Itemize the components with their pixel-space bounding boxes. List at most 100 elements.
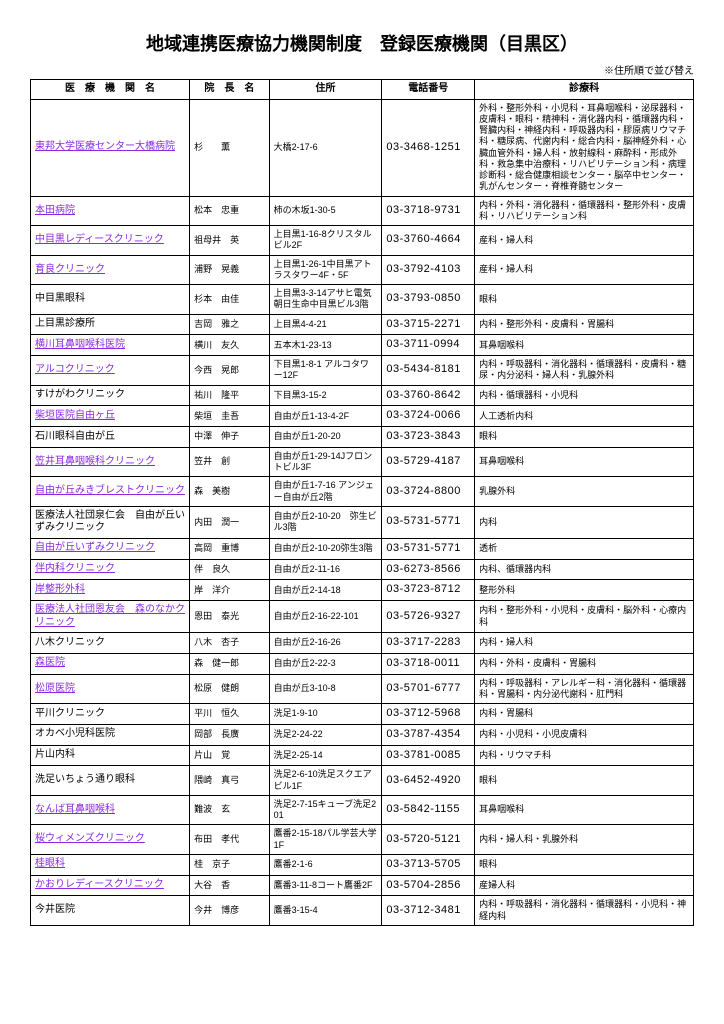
table-row: すけがわクリニック祐川 隆平下目黒3-15-203-3760-8642内科・循環…: [31, 385, 694, 406]
director-name: 祖母井 英: [190, 226, 270, 256]
facility-link[interactable]: 森医院: [35, 657, 65, 668]
facility-name[interactable]: 育良クリニック: [31, 255, 190, 285]
telephone: 03-3781-0085: [382, 745, 475, 766]
facility-link[interactable]: 桂眼科: [35, 858, 65, 869]
telephone: 03-5842-1155: [382, 795, 475, 825]
director-name: 布田 孝代: [190, 825, 270, 855]
address: 鷹番2-1-6: [269, 854, 382, 875]
facility-link[interactable]: かおりレディースクリニック: [35, 879, 164, 890]
facility-name[interactable]: 柴垣医院自由ヶ丘: [31, 406, 190, 427]
facility-link[interactable]: 岸整形外科: [35, 584, 85, 595]
departments: 内科・呼吸器科・消化器科・循環器科・皮膚科・糖尿・内分泌科・婦人科・乳腺外科: [475, 356, 694, 386]
table-row: 医療法人社団恩友会 森のなかクリニック恩田 泰光自由が丘2-16-22-1010…: [31, 601, 694, 633]
address: 自由が丘2-10-20 弥生ビル3階: [269, 506, 382, 538]
table-row: 桜ウィメンズクリニック布田 孝代鷹番2-15-18パル学芸大学1F03-5720…: [31, 825, 694, 855]
address: 自由が丘2-16-26: [269, 633, 382, 654]
address: 下目黒3-15-2: [269, 385, 382, 406]
facility-link[interactable]: 医療法人社団恩友会 森のなかクリニック: [35, 604, 185, 628]
director-name: 森 健一郎: [190, 653, 270, 674]
facility-name[interactable]: 森医院: [31, 653, 190, 674]
director-name: 吉岡 雅之: [190, 314, 270, 335]
telephone: 03-3760-4664: [382, 226, 475, 256]
facility-name[interactable]: 横川耳鼻咽喉科医院: [31, 335, 190, 356]
address: 鷹番3-15-4: [269, 896, 382, 926]
facility-link[interactable]: 本田病院: [35, 205, 75, 216]
facility-link[interactable]: 松原医院: [35, 683, 75, 694]
director-name: 恩田 泰光: [190, 601, 270, 633]
facility-name: 平川クリニック: [31, 704, 190, 725]
table-row: 伴内科クリニック伴 良久自由が丘2-11-1603-6273-8566内科、循環…: [31, 559, 694, 580]
address: 自由が丘1-20-20: [269, 427, 382, 448]
telephone: 03-6452-4920: [382, 766, 475, 796]
facility-link[interactable]: 自由が丘いずみクリニック: [35, 542, 155, 553]
departments: 外科・整形外科・小児科・耳鼻咽喉科・泌尿器科・皮膚科・眼科・精神科・消化器内科・…: [475, 99, 694, 196]
telephone: 03-3724-8800: [382, 477, 475, 507]
facility-name[interactable]: かおりレディースクリニック: [31, 875, 190, 896]
facility-name: 片山内科: [31, 745, 190, 766]
address: 上目黒1-16-8クリスタルビル2F: [269, 226, 382, 256]
facility-link[interactable]: 柴垣医院自由ヶ丘: [35, 410, 115, 421]
director-name: 柴垣 圭吾: [190, 406, 270, 427]
facility-name: 洗足いちょう通り眼科: [31, 766, 190, 796]
facility-name[interactable]: 自由が丘みきブレストクリニック: [31, 477, 190, 507]
facility-name: 今井医院: [31, 896, 190, 926]
facility-name[interactable]: 東邦大学医療センター大橋病院: [31, 99, 190, 196]
facility-name: 医療法人社団泉仁会 自由が丘いずみクリニック: [31, 506, 190, 538]
departments: 耳鼻咽喉科: [475, 447, 694, 477]
facility-link[interactable]: 中目黒レディースクリニック: [35, 234, 164, 245]
facility-name[interactable]: 岸整形外科: [31, 580, 190, 601]
address: 五本木1-23-13: [269, 335, 382, 356]
departments: 産科・婦人科: [475, 226, 694, 256]
facility-link[interactable]: 自由が丘みきブレストクリニック: [35, 485, 185, 496]
facility-link[interactable]: 東邦大学医療センター大橋病院: [35, 141, 175, 152]
facility-link[interactable]: アルコクリニック: [35, 364, 115, 375]
facility-link[interactable]: 桜ウィメンズクリニック: [35, 833, 145, 844]
facility-name[interactable]: 中目黒レディースクリニック: [31, 226, 190, 256]
address: 自由が丘2-10-20弥生3階: [269, 538, 382, 559]
table-row: 平川クリニック平川 恒久洗足1-9-1003-3712-5968内科・胃腸科: [31, 704, 694, 725]
facility-name[interactable]: 伴内科クリニック: [31, 559, 190, 580]
facility-link[interactable]: 笠井耳鼻咽喉科クリニック: [35, 456, 155, 467]
facility-name[interactable]: 医療法人社団恩友会 森のなかクリニック: [31, 601, 190, 633]
telephone: 03-3718-9731: [382, 196, 475, 226]
director-name: 桂 京子: [190, 854, 270, 875]
facility-link[interactable]: 育良クリニック: [35, 264, 105, 275]
director-name: 岡部 長廣: [190, 724, 270, 745]
director-name: 八木 杏子: [190, 633, 270, 654]
departments: 眼科: [475, 854, 694, 875]
director-name: 大谷 香: [190, 875, 270, 896]
col-name: 医 療 機 関 名: [31, 80, 190, 100]
telephone: 03-5434-8181: [382, 356, 475, 386]
col-director: 院 長 名: [190, 80, 270, 100]
facility-name[interactable]: 松原医院: [31, 674, 190, 704]
facility-name[interactable]: なんば耳鼻咽喉科: [31, 795, 190, 825]
telephone: 03-3712-5968: [382, 704, 475, 725]
header-row: 医 療 機 関 名 院 長 名 住所 電話番号 診療科: [31, 80, 694, 100]
table-row: 桂眼科桂 京子鷹番2-1-603-3713-5705眼科: [31, 854, 694, 875]
director-name: 今西 晃郎: [190, 356, 270, 386]
departments: 眼科: [475, 427, 694, 448]
director-name: 内田 潤一: [190, 506, 270, 538]
facility-name[interactable]: アルコクリニック: [31, 356, 190, 386]
facility-name[interactable]: 桂眼科: [31, 854, 190, 875]
facility-name: すけがわクリニック: [31, 385, 190, 406]
facility-name[interactable]: 笠井耳鼻咽喉科クリニック: [31, 447, 190, 477]
facility-link[interactable]: 横川耳鼻咽喉科医院: [35, 339, 125, 350]
telephone: 03-3723-3843: [382, 427, 475, 448]
departments: 内科、循環器内科: [475, 559, 694, 580]
facility-name[interactable]: 本田病院: [31, 196, 190, 226]
table-row: 本田病院松本 忠重柿の木坂1-30-503-3718-9731内科・外科・消化器…: [31, 196, 694, 226]
address: 自由が丘1-29-14Jフロントビル3F: [269, 447, 382, 477]
facility-name[interactable]: 桜ウィメンズクリニック: [31, 825, 190, 855]
director-name: 伴 良久: [190, 559, 270, 580]
facility-name[interactable]: 自由が丘いずみクリニック: [31, 538, 190, 559]
table-row: 笠井耳鼻咽喉科クリニック笠井 創自由が丘1-29-14Jフロントビル3F03-5…: [31, 447, 694, 477]
facility-link[interactable]: 伴内科クリニック: [35, 563, 115, 574]
departments: 整形外科: [475, 580, 694, 601]
departments: 内科・小児科・小児皮膚科: [475, 724, 694, 745]
table-row: 石川眼科自由が丘中澤 伸子自由が丘1-20-2003-3723-3843眼科: [31, 427, 694, 448]
table-row: アルコクリニック今西 晃郎下目黒1-8-1 アルコタワー12F03-5434-8…: [31, 356, 694, 386]
address: 自由が丘2-14-18: [269, 580, 382, 601]
address: 自由が丘1-7-16 アンジェー自由が丘2階: [269, 477, 382, 507]
facility-link[interactable]: なんば耳鼻咽喉科: [35, 804, 115, 815]
